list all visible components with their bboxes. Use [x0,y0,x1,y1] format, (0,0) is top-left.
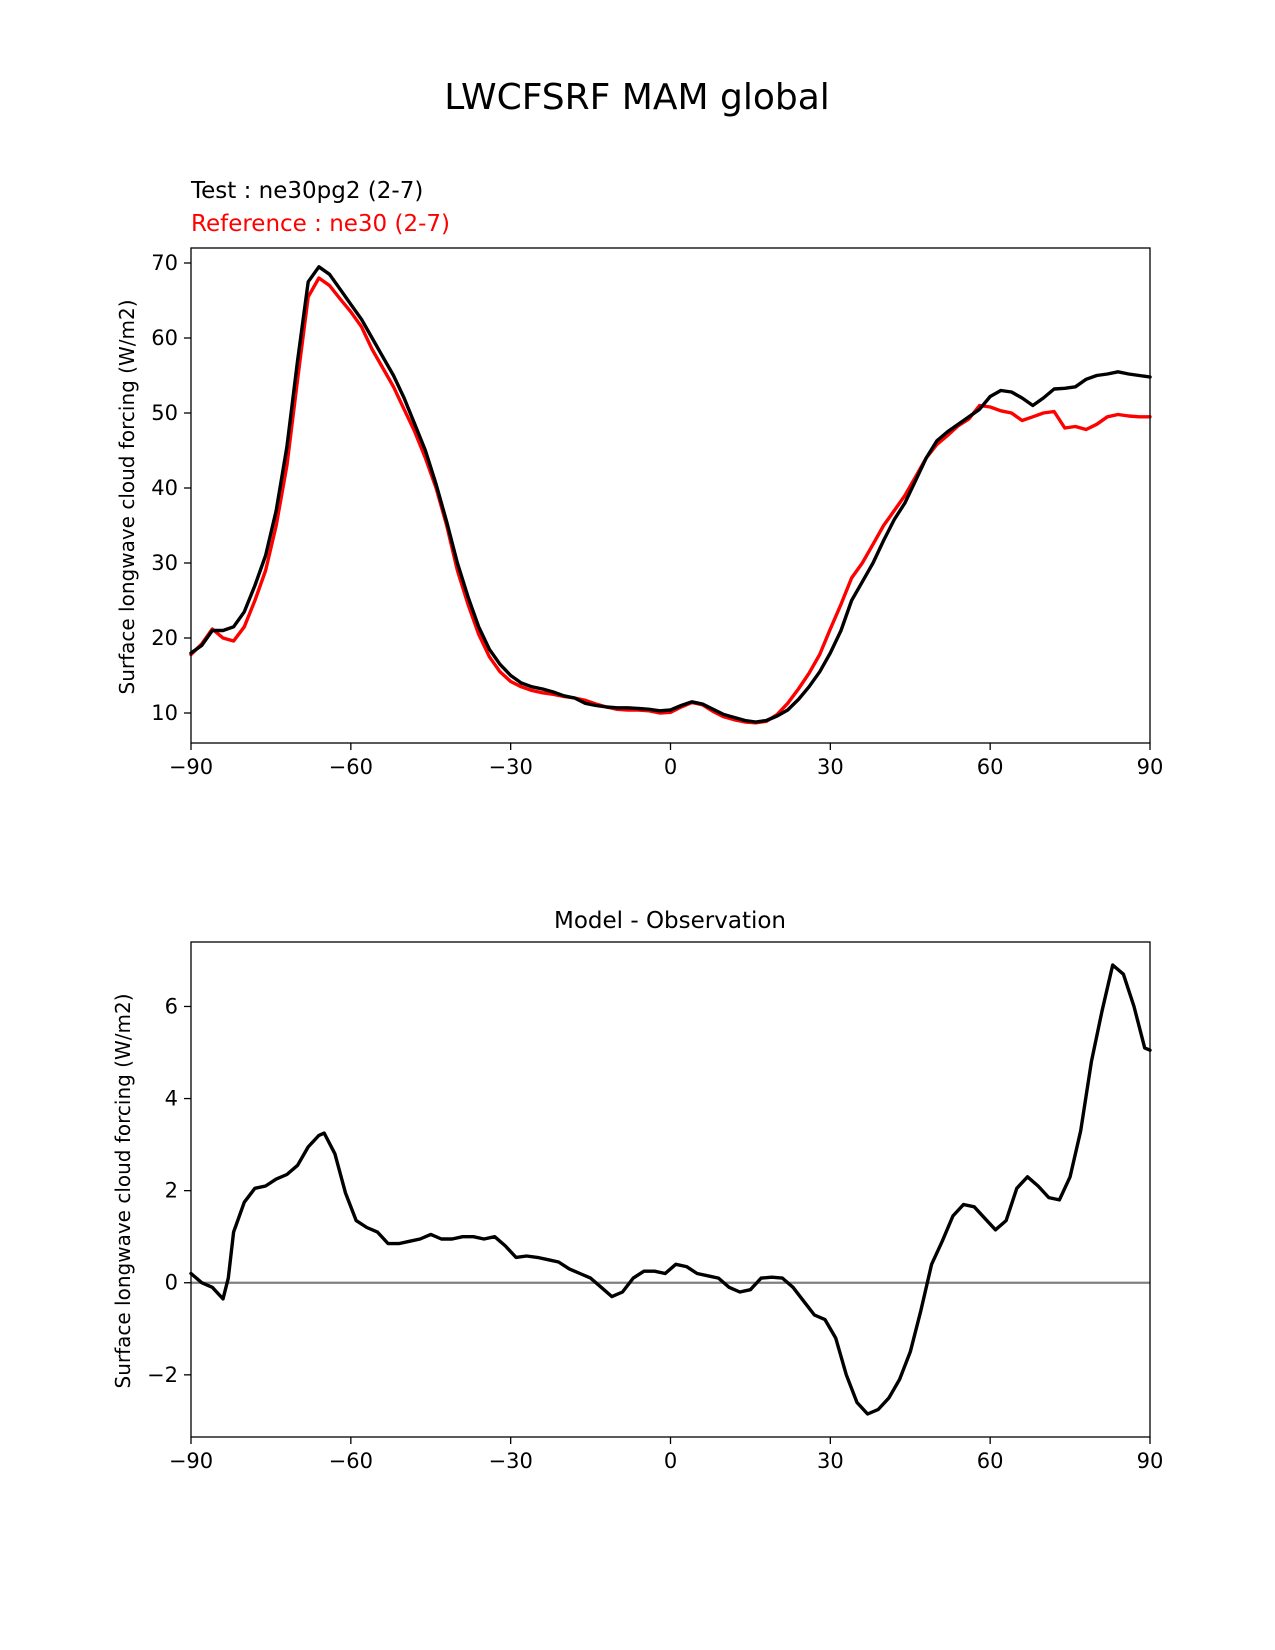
bot-x-tick-label: 90 [1137,1449,1164,1473]
test-legend-label: Test : ne30pg2 (2-7) [190,178,423,204]
bot-series-line-test [189,963,1152,1416]
top-x-axis: −90 −60 −30 0 30 60 90 [169,743,1164,779]
top-y-tick-label: 70 [151,251,178,275]
top-y-tick-label: 40 [151,476,178,500]
top-y-axis: 10 20 30 40 50 60 70 [151,251,191,725]
bottom-y-axis-label: Surface longwave cloud forcing (W/m2) [111,993,135,1388]
bot-y-tick-label: 6 [165,994,178,1018]
top-x-tick-label: −60 [329,755,373,779]
bot-x-tick-label: −60 [329,1449,373,1473]
bot-x-tick-label: −30 [489,1449,533,1473]
top-y-tick-label: 50 [151,401,178,425]
bot-x-tick-label: 30 [817,1449,844,1473]
bot-y-tick-label: 2 [165,1179,178,1203]
top-y-tick-label: 30 [151,551,178,575]
top-x-tick-label: 30 [817,755,844,779]
top-x-tick-label: 60 [977,755,1004,779]
top-x-tick-label: 90 [1137,755,1164,779]
top-axes-frame [190,247,1151,744]
top-series-line-test [189,265,1152,724]
reference-legend-label: Reference : ne30 (2-7) [191,211,450,237]
top-x-tick-label: 0 [664,755,677,779]
bottom-plot-area [189,963,1152,1416]
bot-y-tick-label: 0 [165,1271,178,1295]
figure-title: LWCFSRF MAM global [444,77,830,118]
top-series-line-reference [189,276,1152,725]
top-y-tick-label: 10 [151,701,178,725]
bot-x-tick-label: 0 [664,1449,677,1473]
bottom-x-axis: −90 −60 −30 0 30 60 90 [169,1437,1164,1473]
top-x-tick-label: −30 [489,755,533,779]
bot-y-tick-label: −2 [147,1363,178,1387]
bot-x-tick-label: −90 [169,1449,213,1473]
top-chart: Test : ne30pg2 (2-7) Reference : ne30 (2… [115,178,1163,779]
bottom-chart-title: Model - Observation [554,908,786,934]
bot-y-tick-label: 4 [165,1087,178,1111]
bot-x-tick-label: 60 [977,1449,1004,1473]
top-y-tick-label: 60 [151,326,178,350]
bottom-y-axis: −2 0 2 4 6 [147,994,191,1387]
top-x-tick-label: −90 [169,755,213,779]
bottom-chart: Model - Observation Surface longwave clo… [111,908,1163,1473]
top-y-tick-label: 20 [151,626,178,650]
bottom-axes-frame [190,941,1151,1438]
top-plot-area [189,265,1152,725]
top-y-axis-label: Surface longwave cloud forcing (W/m2) [115,299,139,694]
